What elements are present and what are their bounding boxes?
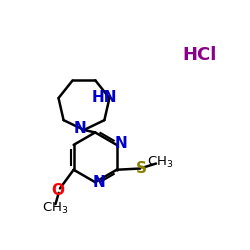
Text: HN: HN [91,90,117,105]
Text: N: N [93,176,106,190]
Text: CH$_3$: CH$_3$ [42,201,69,216]
Text: S: S [136,161,147,176]
Text: HCl: HCl [182,46,217,64]
Text: O: O [52,183,64,198]
Text: N: N [73,121,86,136]
Text: N: N [115,136,128,151]
Text: CH$_3$: CH$_3$ [148,155,174,170]
